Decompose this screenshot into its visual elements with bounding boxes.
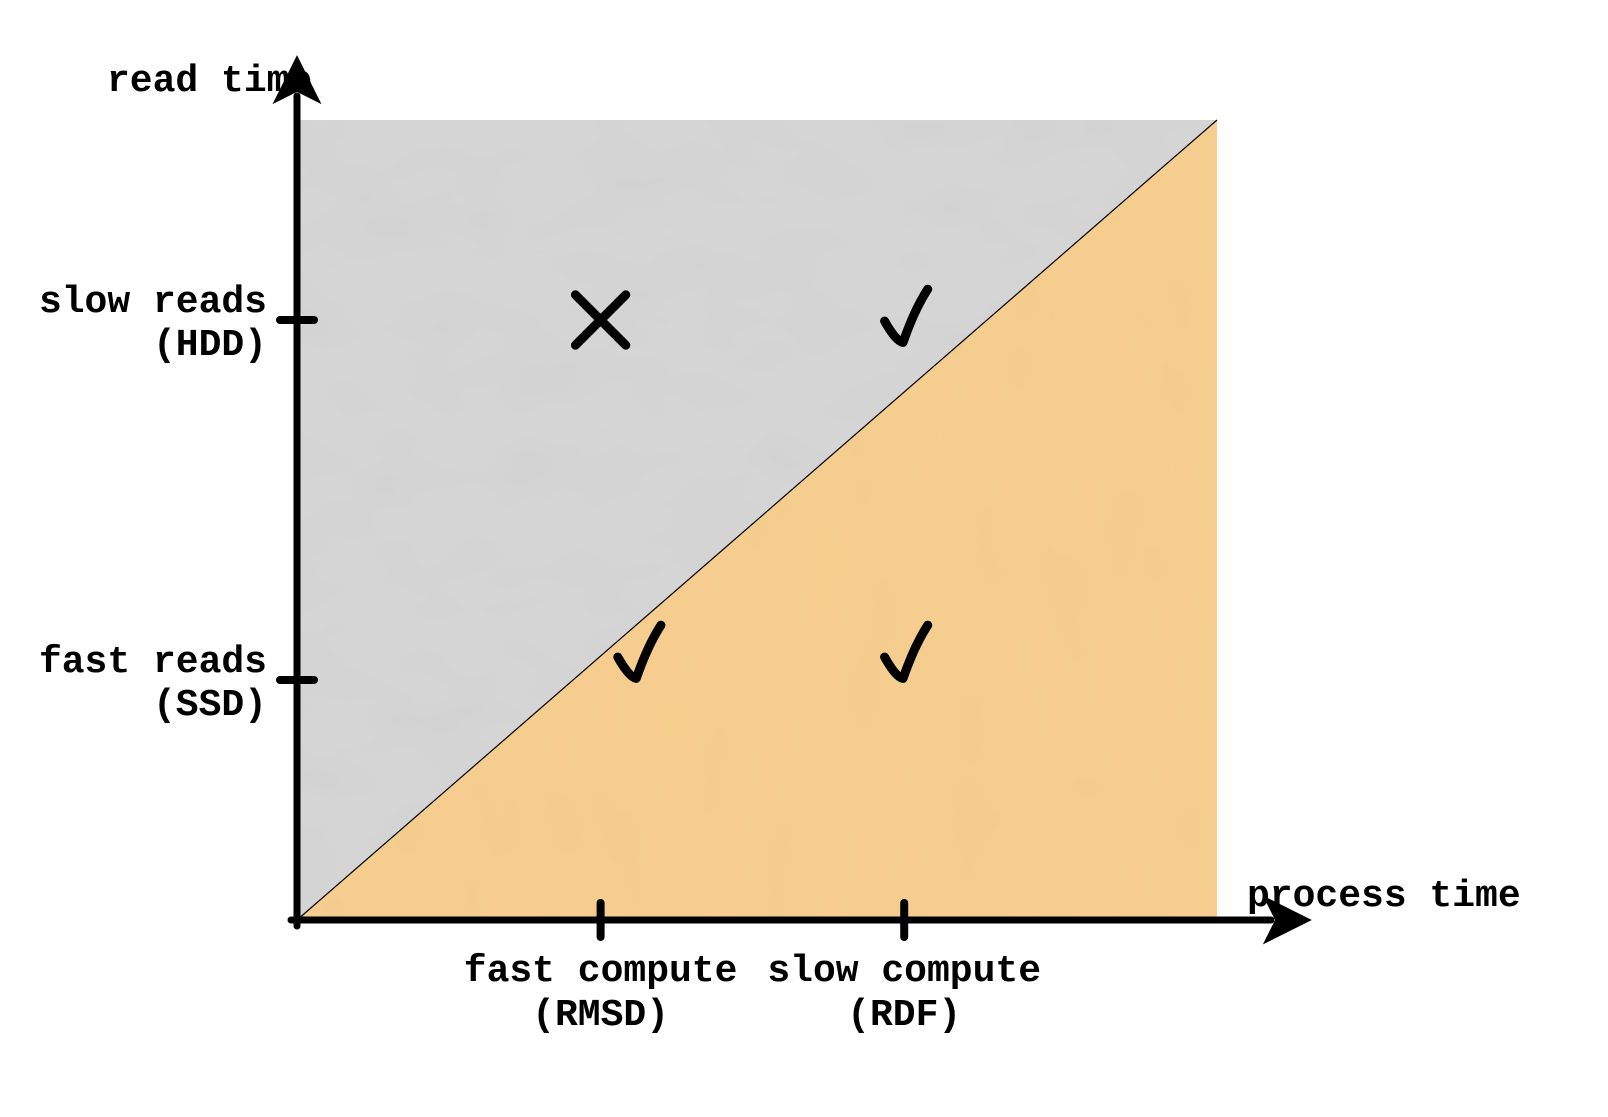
plot-svg [0, 0, 1608, 1117]
diagram-canvas: read time process time slow reads (HDD) … [0, 0, 1608, 1117]
